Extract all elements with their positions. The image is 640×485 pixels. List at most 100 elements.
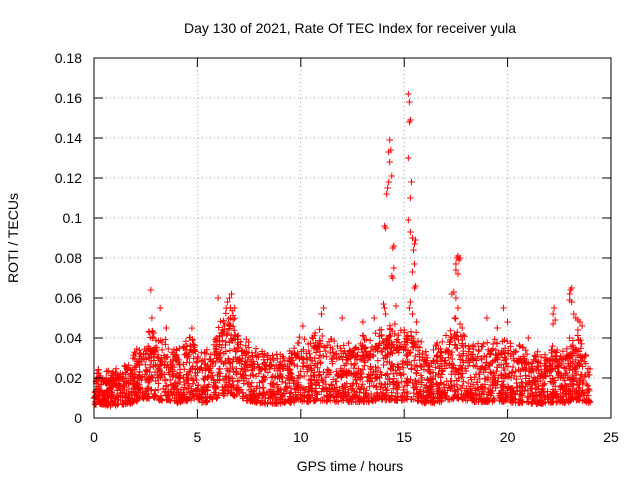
data-point	[438, 362, 445, 370]
data-point	[471, 355, 479, 362]
data-point	[157, 392, 165, 400]
data-point	[338, 314, 346, 322]
data-point	[584, 392, 592, 399]
data-point	[523, 350, 531, 358]
data-point	[584, 365, 592, 372]
data-point	[404, 378, 412, 385]
data-point	[151, 394, 158, 402]
data-point	[112, 365, 120, 372]
data-point	[320, 304, 327, 312]
data-point	[552, 383, 559, 390]
data-point	[399, 392, 406, 400]
data-point	[305, 340, 312, 348]
data-point	[128, 391, 135, 398]
data-point	[207, 374, 215, 381]
data-point	[462, 342, 469, 349]
data-point	[566, 366, 573, 374]
data-point	[383, 190, 390, 198]
data-point	[346, 347, 354, 354]
data-point	[498, 387, 505, 394]
data-point	[158, 346, 166, 354]
data-point	[147, 286, 155, 294]
data-point	[242, 342, 249, 349]
data-point	[163, 324, 170, 332]
data-point	[305, 347, 312, 355]
data-point	[467, 374, 474, 381]
data-point	[172, 354, 180, 361]
data-point	[292, 391, 299, 398]
data-point	[299, 322, 307, 330]
data-point	[230, 381, 237, 389]
data-point	[451, 314, 459, 322]
data-point	[401, 345, 409, 353]
data-point	[541, 354, 549, 362]
data-point	[372, 383, 380, 391]
data-point	[582, 371, 589, 379]
data-point	[566, 376, 574, 383]
data-point	[341, 362, 348, 369]
data-point	[437, 389, 444, 396]
data-point	[444, 387, 451, 394]
data-point	[525, 393, 532, 400]
data-point	[350, 380, 357, 387]
data-point	[455, 371, 462, 378]
data-point	[248, 349, 256, 356]
data-point	[452, 266, 460, 274]
data-point	[489, 340, 497, 348]
data-point	[221, 387, 228, 394]
data-point	[578, 340, 585, 348]
data-point	[412, 236, 419, 244]
data-point	[187, 389, 194, 397]
data-point	[479, 363, 486, 370]
data-point	[311, 332, 318, 339]
data-point	[234, 378, 241, 385]
data-point	[186, 359, 193, 366]
data-point	[524, 387, 532, 395]
data-point	[561, 365, 568, 372]
data-point	[497, 371, 505, 378]
data-point	[152, 348, 159, 356]
data-point	[374, 357, 382, 364]
data-point	[467, 395, 475, 402]
data-point	[260, 353, 268, 361]
data-point	[222, 357, 229, 365]
data-point	[378, 348, 385, 356]
data-point	[252, 345, 260, 352]
data-point	[507, 340, 514, 347]
data-point	[503, 360, 510, 367]
data-point	[392, 385, 400, 393]
data-point	[507, 397, 514, 405]
data-point	[483, 314, 491, 322]
data-point	[390, 264, 398, 272]
data-point	[136, 353, 143, 360]
data-point	[312, 380, 320, 388]
data-point	[362, 336, 370, 343]
data-point	[525, 334, 532, 342]
data-point	[478, 383, 486, 390]
data-point	[162, 389, 169, 396]
data-point	[392, 397, 400, 404]
data-point	[570, 310, 577, 318]
data-point	[416, 353, 423, 361]
data-point	[232, 348, 239, 355]
data-point	[312, 396, 320, 403]
data-point	[141, 392, 149, 399]
data-point	[549, 310, 557, 318]
data-point	[351, 360, 359, 367]
data-point	[194, 358, 201, 365]
data-point	[424, 354, 431, 362]
plot-frame	[93, 57, 612, 419]
data-point	[495, 392, 502, 400]
data-point	[308, 381, 316, 389]
data-point	[273, 381, 281, 388]
data-point	[569, 366, 576, 373]
data-point	[198, 399, 206, 406]
data-point	[341, 368, 349, 376]
data-point	[384, 375, 392, 383]
data-point	[201, 376, 208, 384]
data-point	[583, 380, 590, 388]
data-point	[482, 359, 490, 366]
data-point	[419, 349, 426, 357]
data-point	[522, 375, 529, 382]
data-point	[184, 371, 191, 379]
